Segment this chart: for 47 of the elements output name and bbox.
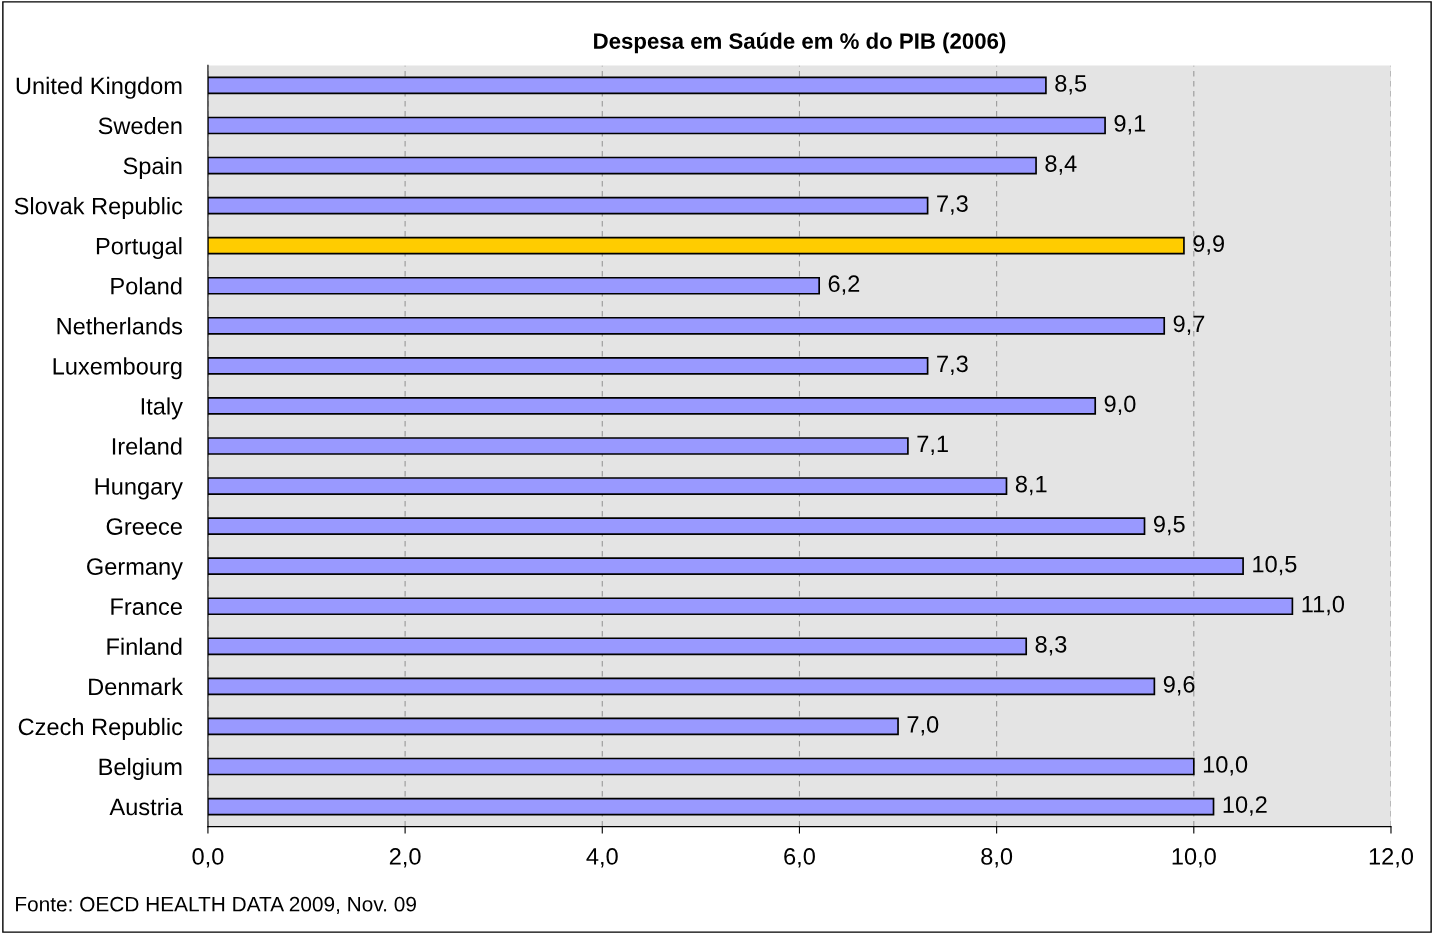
source-note: Fonte: OECD HEALTH DATA 2009, Nov. 09: [16, 896, 416, 915]
data-label: 7,0: [907, 716, 939, 736]
y-tick-label: Austria: [109, 798, 183, 816]
y-tick-label: Czech Republic: [18, 717, 183, 740]
data-label: 10,0: [1203, 756, 1248, 776]
x-tick-label: 6,0: [784, 848, 815, 868]
data-label: 8,4: [1045, 155, 1077, 175]
data-label: 9,5: [1153, 515, 1185, 536]
y-tick-label: Hungary: [95, 478, 183, 500]
y-tick-label: France: [111, 598, 182, 616]
y-tick-label: Ireland: [112, 437, 182, 455]
chart-title: Despesa em Saúde em % do PIB (2006): [594, 32, 1006, 54]
data-label: 11,0: [1302, 595, 1345, 616]
y-tick-label: Spain: [123, 156, 182, 179]
y-tick-label: United Kingdom: [16, 76, 182, 99]
x-tick-label: 8,0: [981, 848, 1013, 868]
y-tick-label: Netherlands: [57, 317, 183, 335]
y-tick-label: Greece: [106, 518, 182, 535]
x-tick-label: 12,0: [1369, 848, 1414, 868]
y-tick-label: Germany: [87, 558, 183, 580]
data-label: 10,5: [1253, 555, 1297, 576]
y-tick-label: Sweden: [98, 116, 182, 135]
data-label: 9,0: [1104, 395, 1136, 416]
x-tick-label: 4,0: [586, 848, 618, 868]
data-label: 7,3: [937, 355, 968, 375]
y-tick-label: Portugal: [96, 237, 182, 260]
x-tick-label: 2,0: [389, 848, 421, 868]
data-label: 9,7: [1173, 315, 1205, 335]
data-label: 9,6: [1163, 675, 1195, 696]
data-label: 6,2: [828, 275, 860, 295]
data-label: 8,3: [1035, 635, 1067, 656]
y-tick-label: Slovak Republic: [14, 197, 183, 220]
y-tick-label: Poland: [111, 277, 182, 295]
y-tick-label: Italy: [141, 397, 183, 420]
y-tick-label: Belgium: [99, 757, 182, 780]
y-tick-label: Denmark: [89, 677, 183, 696]
data-label: 8,5: [1055, 75, 1087, 95]
data-label: 9,1: [1114, 115, 1146, 135]
x-tick-label: 0,0: [192, 848, 224, 868]
y-tick-label: Luxembourg: [53, 357, 182, 380]
y-tick-label: Finland: [107, 637, 182, 656]
data-label: 8,1: [1015, 475, 1047, 496]
data-label: 7,1: [917, 435, 948, 456]
data-label: 9,9: [1193, 235, 1224, 255]
data-label: 10,2: [1223, 796, 1267, 816]
x-tick-label: 10,0: [1172, 848, 1216, 868]
data-label: 7,3: [937, 195, 968, 215]
